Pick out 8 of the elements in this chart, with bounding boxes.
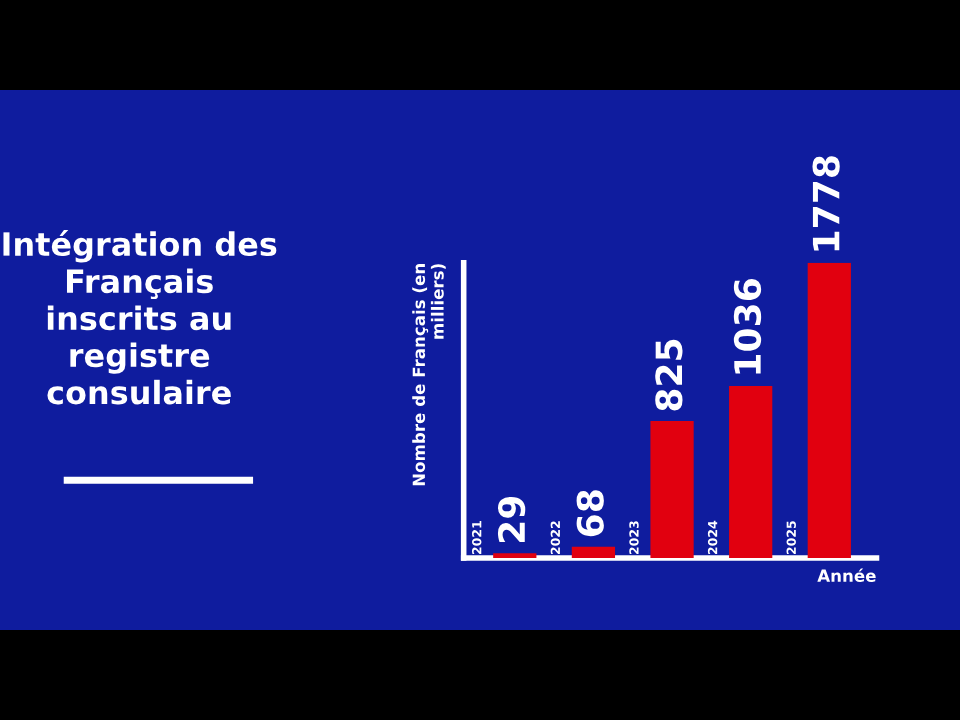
x-axis-title: Année (817, 568, 876, 583)
data-label: 825 (655, 339, 683, 411)
data-label: 1036 (733, 279, 762, 374)
data-label: 29 (497, 496, 526, 542)
y-axis-title: Nombre de Français (en milliers) (412, 264, 446, 486)
data-label: 68 (576, 490, 604, 537)
text: Intégration des Français inscrits au registre consulaire (3, 230, 277, 405)
data-label: 1778 (812, 156, 840, 251)
